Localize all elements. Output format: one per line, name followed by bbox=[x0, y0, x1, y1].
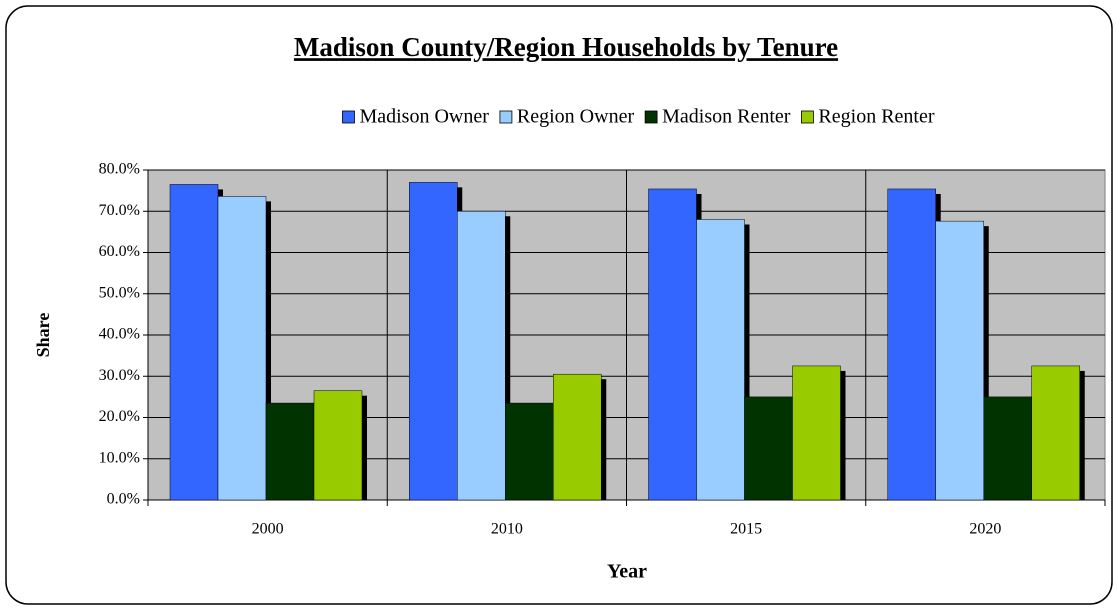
y-tick-label: 70.0% bbox=[99, 202, 140, 219]
bar bbox=[265, 402, 315, 501]
bar bbox=[1031, 365, 1080, 501]
chart-title: Madison County/Region Households by Tenu… bbox=[294, 32, 838, 62]
legend-swatch bbox=[801, 110, 814, 124]
y-tick-label: 60.0% bbox=[99, 243, 140, 260]
y-tick-label: 50.0% bbox=[99, 284, 140, 301]
bar bbox=[696, 219, 745, 501]
y-tick-label: 30.0% bbox=[99, 367, 140, 384]
bar bbox=[792, 365, 841, 501]
bar bbox=[887, 188, 936, 501]
legend-swatch bbox=[342, 110, 355, 124]
y-tick-label: 10.0% bbox=[99, 449, 140, 466]
bar bbox=[409, 182, 458, 501]
x-tick-label: 2000 bbox=[252, 521, 284, 538]
bar bbox=[935, 220, 984, 501]
y-tick-label: 40.0% bbox=[99, 326, 140, 343]
bar bbox=[217, 196, 267, 501]
bar bbox=[169, 184, 219, 501]
legend-label: Region Owner bbox=[517, 106, 635, 128]
bar bbox=[648, 188, 697, 501]
x-tick-label: 2020 bbox=[969, 521, 1001, 538]
bar bbox=[457, 211, 506, 501]
legend-swatch bbox=[499, 110, 513, 124]
y-tick-label: 80.0% bbox=[99, 161, 140, 178]
legend-label: Madison Owner bbox=[359, 106, 489, 128]
y-axis-label: Share bbox=[33, 313, 53, 358]
bar bbox=[553, 373, 602, 501]
y-tick-label: 0.0% bbox=[107, 491, 140, 508]
legend-swatch bbox=[644, 110, 658, 124]
legend-label: Madison Renter bbox=[662, 106, 791, 128]
legend-label: Region Renter bbox=[818, 106, 934, 128]
bar bbox=[744, 396, 793, 501]
bar bbox=[983, 396, 1032, 501]
bar bbox=[313, 390, 363, 501]
bar bbox=[505, 402, 554, 501]
x-tick-label: 2015 bbox=[730, 521, 762, 538]
x-axis-label: Year bbox=[607, 561, 647, 583]
y-tick-label: 20.0% bbox=[99, 408, 140, 425]
x-tick-label: 2010 bbox=[491, 521, 523, 538]
